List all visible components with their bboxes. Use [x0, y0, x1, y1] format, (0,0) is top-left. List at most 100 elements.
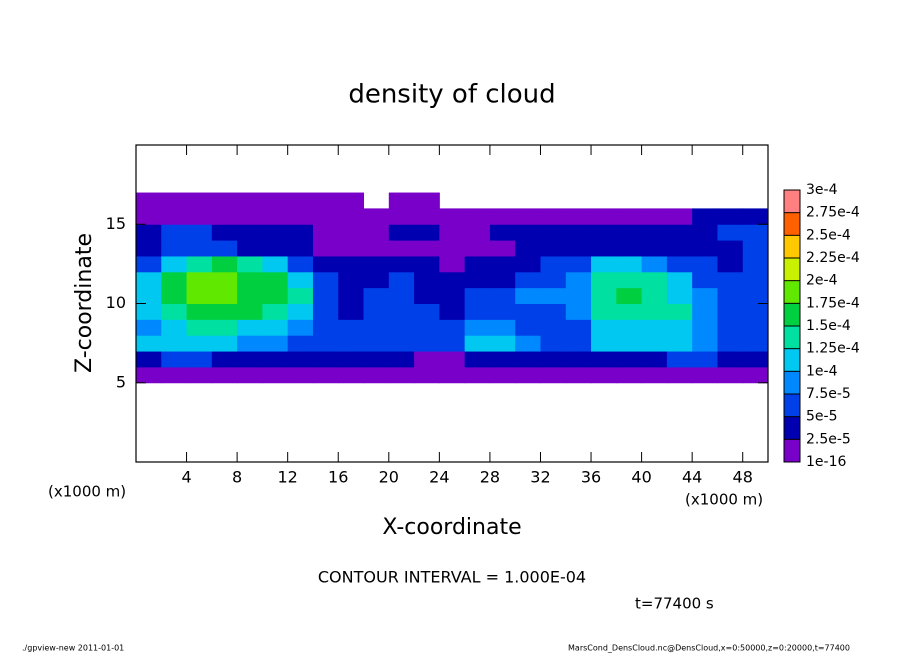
cell: [565, 351, 592, 368]
cell: [464, 287, 491, 304]
cell: [717, 287, 744, 304]
cell: [161, 319, 188, 336]
cell: [211, 351, 238, 368]
cell: [136, 208, 162, 225]
cell: [565, 255, 592, 273]
cell: [161, 303, 188, 320]
cell: [540, 366, 567, 384]
y-axis-label: Z-coordinate: [72, 233, 97, 373]
cell: [414, 351, 440, 368]
cell: [565, 303, 592, 320]
cell: [692, 271, 718, 289]
cell: [237, 192, 263, 209]
cell: [338, 255, 365, 273]
cell: [692, 208, 718, 225]
cell: [591, 351, 617, 368]
cell: [591, 319, 617, 336]
y-tick-label: 15: [106, 214, 126, 233]
cell: [338, 366, 365, 384]
cell: [439, 224, 466, 241]
cell: [237, 240, 263, 257]
cell: [161, 335, 188, 352]
cell: [312, 319, 339, 336]
cell: [237, 335, 263, 352]
x-tick-label: 48: [733, 468, 753, 487]
cell: [186, 303, 213, 320]
cell: [161, 208, 188, 225]
cell: [338, 287, 365, 304]
cell: [388, 192, 415, 209]
cell: [363, 303, 390, 320]
cell: [616, 271, 643, 289]
cell: [161, 351, 188, 368]
colorbar-band: [784, 303, 800, 326]
cell: [211, 255, 238, 273]
cell: [591, 335, 617, 352]
y-tick-label: 5: [116, 372, 126, 391]
cell: [464, 255, 491, 273]
cell: [717, 319, 744, 336]
cell: [489, 224, 516, 241]
x-tick-label: 24: [429, 468, 449, 487]
cell: [692, 351, 718, 368]
cell: [515, 366, 541, 384]
cell: [237, 224, 263, 241]
colorbar-band: [784, 212, 800, 236]
x-tick-label: 16: [328, 468, 348, 487]
cell: [287, 366, 314, 384]
cell: [717, 351, 744, 368]
cell: [464, 351, 491, 368]
cell: [211, 208, 238, 225]
cell: [388, 240, 415, 257]
cell: [616, 319, 643, 336]
cell: [136, 303, 162, 320]
cell: [186, 335, 213, 352]
cell: [616, 224, 643, 241]
cell: [312, 192, 339, 209]
cell: [489, 208, 516, 225]
cell: [287, 351, 314, 368]
cell: [641, 224, 668, 241]
cell: [641, 335, 668, 352]
cell: [363, 287, 390, 304]
cell: [565, 208, 592, 225]
x-tick-label: 40: [631, 468, 651, 487]
cell: [136, 192, 162, 209]
cell: [262, 287, 289, 304]
cell: [414, 335, 440, 352]
cell: [464, 335, 491, 352]
cell: [742, 335, 769, 352]
cell: [565, 224, 592, 241]
cell: [363, 224, 390, 241]
cell: [338, 319, 365, 336]
cell: [136, 335, 162, 352]
cell: [439, 287, 466, 304]
cell: [388, 335, 415, 352]
cell: [489, 335, 516, 352]
cell: [742, 208, 769, 225]
cell: [312, 224, 339, 241]
cell: [414, 208, 440, 225]
colorbar-band: [784, 326, 800, 349]
cell: [666, 287, 693, 304]
cell: [515, 271, 541, 289]
cell: [692, 366, 718, 384]
cell: [312, 351, 339, 368]
cell: [388, 255, 415, 273]
cell: [161, 287, 188, 304]
cell: [641, 319, 668, 336]
cell: [692, 335, 718, 352]
colorbar-label: 2.5e-4: [806, 227, 851, 243]
cell: [439, 271, 466, 289]
cell: [666, 240, 693, 257]
cell: [262, 240, 289, 257]
cell: [338, 335, 365, 352]
cell: [717, 255, 744, 273]
cell: [666, 351, 693, 368]
cell: [338, 351, 365, 368]
cell: [540, 303, 567, 320]
cell: [515, 240, 541, 257]
footer-right: MarsCond_DensCloud.nc@DensCloud,x=0:5000…: [568, 644, 850, 653]
cell: [489, 287, 516, 304]
cell: [565, 287, 592, 304]
